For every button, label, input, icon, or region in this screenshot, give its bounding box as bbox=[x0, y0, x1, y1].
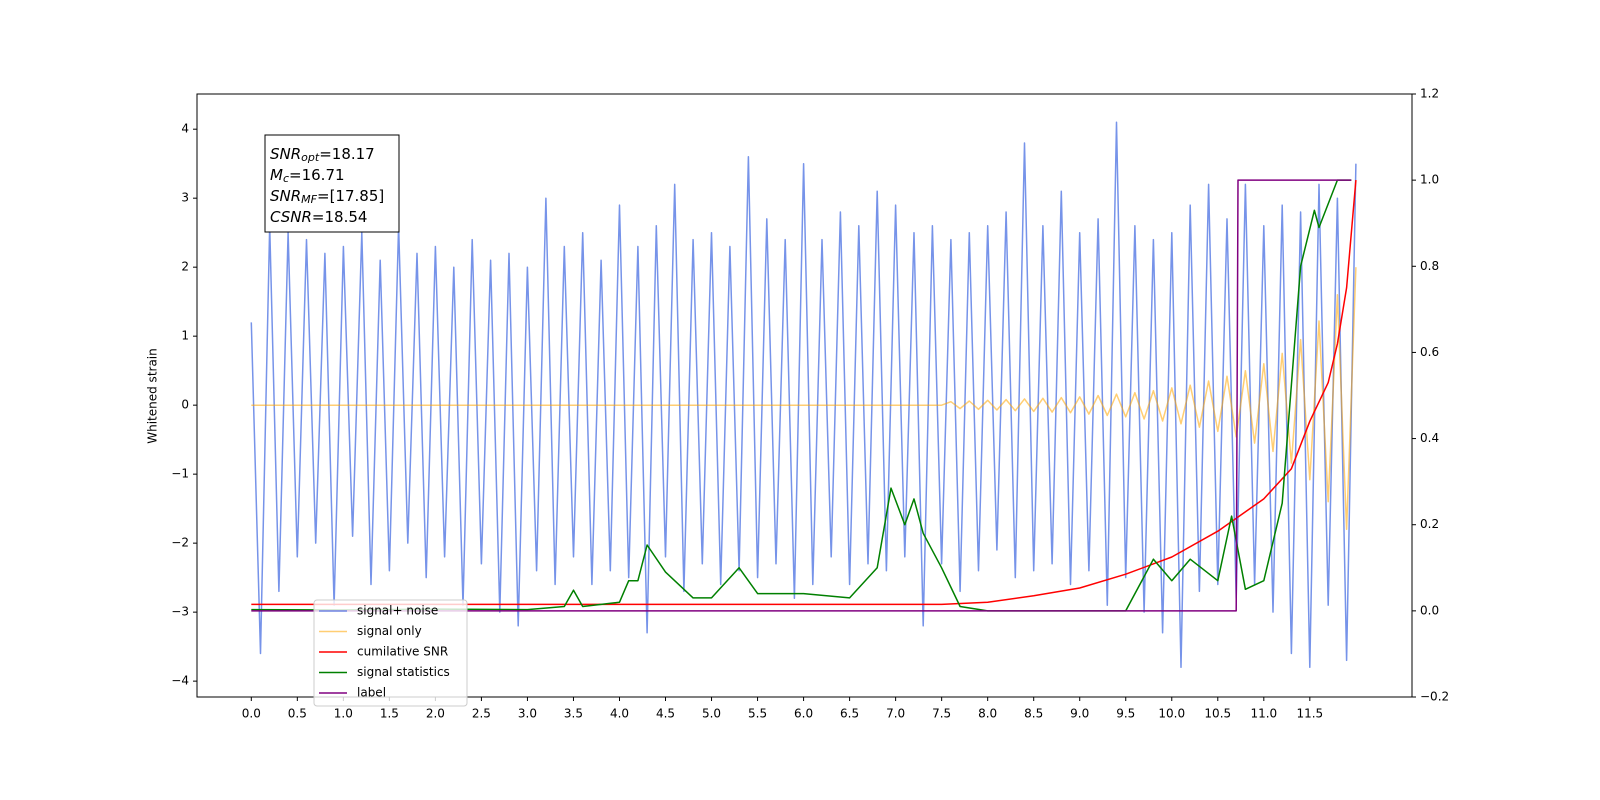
annotation-text: SNRopt=18.17 bbox=[270, 145, 375, 165]
y-tick-label: 3 bbox=[181, 191, 189, 205]
x-tick-label: 10.5 bbox=[1204, 707, 1231, 721]
annotation-text: CSNR=18.54 bbox=[270, 208, 367, 226]
y-tick-label: −3 bbox=[171, 605, 189, 619]
annotation-symbol: M bbox=[270, 166, 283, 184]
x-tick-label: 3.0 bbox=[518, 707, 537, 721]
annotation-subscript: MF bbox=[301, 193, 317, 206]
y2-tick-label: 1.2 bbox=[1420, 87, 1439, 101]
y2-tick-label: −0.2 bbox=[1420, 690, 1449, 704]
annotation-box: SNRopt=18.17Mc=16.71SNRMF=[17.85]CSNR=18… bbox=[264, 134, 400, 233]
x-tick-label: 5.0 bbox=[702, 707, 721, 721]
x-tick-label: 7.5 bbox=[932, 707, 951, 721]
x-tick-label: 6.5 bbox=[840, 707, 859, 721]
annotation-value: =18.17 bbox=[319, 145, 375, 163]
x-tick-label: 6.0 bbox=[794, 707, 813, 721]
x-tick-label: 5.5 bbox=[748, 707, 767, 721]
y-tick-label: 1 bbox=[181, 329, 189, 343]
y2-tick-label: 0.4 bbox=[1420, 431, 1439, 445]
annotation-text: SNRMF=[17.85] bbox=[270, 187, 384, 207]
y2-tick-label: 0.2 bbox=[1420, 517, 1439, 531]
y2-tick-label: 1.0 bbox=[1420, 173, 1439, 187]
legend-label: cumilative SNR bbox=[357, 645, 448, 659]
y-tick-label: 0 bbox=[181, 398, 189, 412]
x-tick-label: 2.5 bbox=[472, 707, 491, 721]
x-tick-label: 11.0 bbox=[1250, 707, 1277, 721]
x-tick-label: 0.5 bbox=[288, 707, 307, 721]
x-tick-label: 11.5 bbox=[1296, 707, 1323, 721]
annotation-symbol: CSNR bbox=[270, 208, 312, 226]
annotation-subscript: opt bbox=[301, 151, 320, 164]
series-line bbox=[251, 179, 1352, 612]
x-tick-label: 9.5 bbox=[1116, 707, 1135, 721]
legend-label: signal+ noise bbox=[357, 604, 438, 618]
y-tick-label: 2 bbox=[181, 260, 189, 274]
y-axis-label: Whitened strain bbox=[146, 348, 160, 444]
legend-label: label bbox=[357, 686, 386, 700]
y2-tick-label: 0.8 bbox=[1420, 259, 1439, 273]
legend-frame bbox=[313, 599, 468, 707]
legend-label: signal statistics bbox=[357, 665, 450, 679]
legend: signal+ noise signal only cumilative SNR si… bbox=[313, 599, 468, 707]
y-tick-label: −2 bbox=[171, 536, 189, 550]
annotation-value: =[17.85] bbox=[317, 187, 384, 205]
annotation-value: =18.54 bbox=[312, 208, 368, 226]
x-tick-label: 9.0 bbox=[1070, 707, 1089, 721]
y2-tick-label: 0.0 bbox=[1420, 603, 1439, 617]
x-tick-label: 8.0 bbox=[978, 707, 997, 721]
x-tick-label: 4.0 bbox=[610, 707, 629, 721]
x-tick-label: 0.0 bbox=[242, 707, 261, 721]
plot-frame bbox=[196, 93, 1413, 698]
y-tick-label: 4 bbox=[181, 122, 189, 136]
annotation-symbol: SNR bbox=[270, 145, 301, 163]
series-line bbox=[250, 121, 1357, 669]
y2-tick-label: 0.6 bbox=[1420, 345, 1439, 359]
x-tick-label: 1.0 bbox=[334, 707, 353, 721]
y-tick-label: −1 bbox=[171, 467, 189, 481]
x-tick-label: 10.0 bbox=[1158, 707, 1185, 721]
annotation-text: Mc=16.71 bbox=[270, 166, 345, 186]
series-line bbox=[251, 267, 1357, 531]
y-tick-label: −4 bbox=[171, 674, 189, 688]
legend-label: signal only bbox=[357, 624, 422, 638]
x-tick-label: 1.5 bbox=[380, 707, 399, 721]
annotation-subscript: c bbox=[283, 172, 289, 185]
x-tick-label: 2.0 bbox=[426, 707, 445, 721]
x-tick-label: 8.5 bbox=[1024, 707, 1043, 721]
annotation-value: =16.71 bbox=[289, 166, 345, 184]
annotation-frame bbox=[264, 134, 400, 233]
series-line bbox=[251, 180, 1357, 606]
x-tick-label: 4.5 bbox=[656, 707, 675, 721]
x-tick-label: 7.0 bbox=[886, 707, 905, 721]
series-line bbox=[251, 179, 1352, 612]
annotation-symbol: SNR bbox=[270, 187, 301, 205]
x-tick-label: 3.5 bbox=[564, 707, 583, 721]
